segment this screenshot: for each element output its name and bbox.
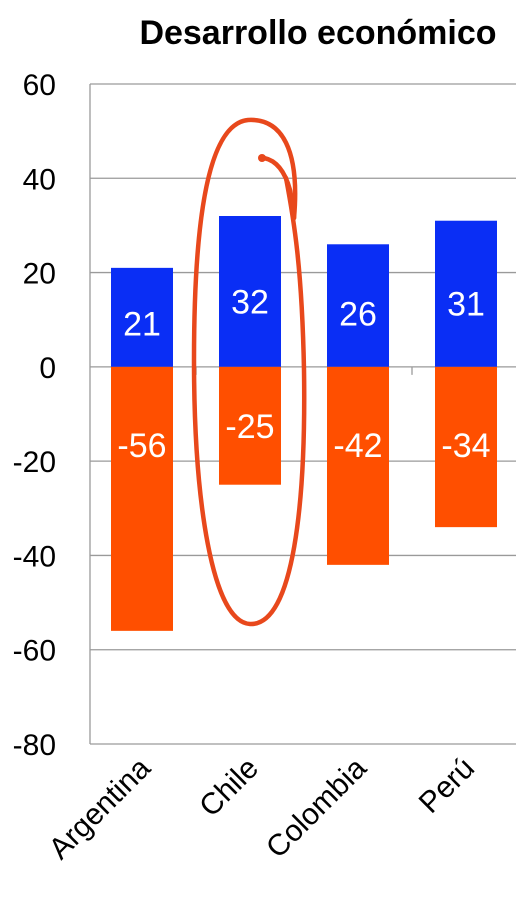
data-label: -42 <box>333 427 382 465</box>
data-label: 31 <box>447 285 485 323</box>
data-label: -25 <box>225 408 274 446</box>
highlight-stroke-dot <box>258 154 266 162</box>
y-tick-label: -40 <box>13 540 56 573</box>
y-axis-ticks: 60 40 20 0 -20 -40 -60 -80 <box>13 69 56 762</box>
chart-title: Desarrollo económico <box>139 14 496 52</box>
negative-bar-chile <box>219 366 281 485</box>
x-tick-label: Perú <box>413 752 481 820</box>
y-tick-label: -80 <box>13 729 56 762</box>
data-label: 21 <box>123 305 161 343</box>
data-label: -34 <box>441 427 490 465</box>
highlight-annotation <box>191 117 307 627</box>
y-tick-label: 20 <box>23 258 56 291</box>
x-tick-label: Chile <box>193 752 265 824</box>
data-label: 32 <box>231 283 269 321</box>
y-tick-label: 0 <box>39 352 56 385</box>
x-tick-label: Colombia <box>260 751 373 864</box>
highlight-ellipse <box>191 117 307 627</box>
positive-bar-colombia <box>327 244 389 367</box>
y-tick-label: -20 <box>13 446 56 479</box>
y-tick-label: 60 <box>23 69 56 102</box>
bars <box>111 216 497 631</box>
negative-bar-colombia <box>327 366 389 565</box>
data-label: 26 <box>339 295 377 333</box>
y-tick-label: -60 <box>13 635 56 668</box>
x-tick-label: Argentina <box>43 751 157 865</box>
positive-bar-chile <box>219 216 281 367</box>
data-labels: 21 32 26 31 -56 -25 -42 -34 <box>117 283 490 464</box>
positive-bar-perú <box>435 220 497 367</box>
negative-bar-argentina <box>111 366 173 631</box>
highlight-stroke-tail <box>261 155 297 221</box>
y-tick-label: 40 <box>23 163 56 196</box>
data-label: -56 <box>117 427 166 465</box>
positive-bar-argentina <box>111 267 173 367</box>
negative-bar-perú <box>435 366 497 528</box>
